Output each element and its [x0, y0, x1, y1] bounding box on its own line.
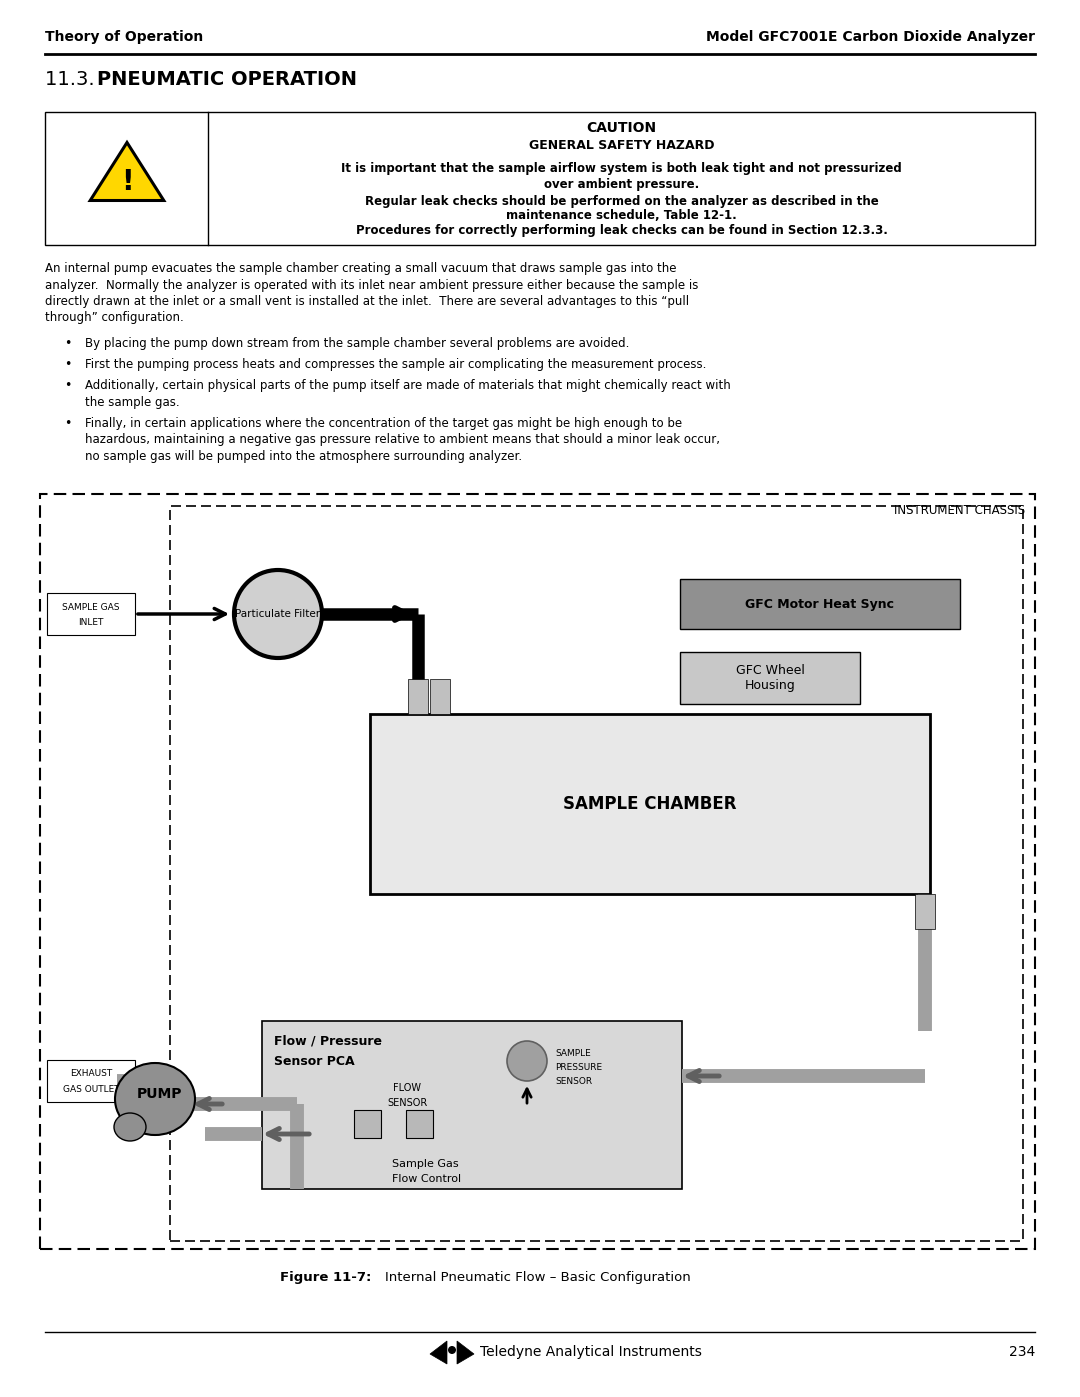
Polygon shape	[91, 142, 164, 201]
Polygon shape	[406, 1111, 433, 1139]
Text: analyzer.  Normally the analyzer is operated with its inlet near ambient pressur: analyzer. Normally the analyzer is opera…	[45, 278, 699, 292]
Text: An internal pump evacuates the sample chamber creating a small vacuum that draws: An internal pump evacuates the sample ch…	[45, 263, 676, 275]
FancyBboxPatch shape	[40, 495, 1035, 1249]
Text: GFC Motor Heat Sync: GFC Motor Heat Sync	[745, 598, 894, 610]
Text: GENERAL SAFETY HAZARD: GENERAL SAFETY HAZARD	[529, 138, 714, 152]
Text: FLOW: FLOW	[393, 1083, 421, 1092]
Text: Regular leak checks should be performed on the analyzer as described in the: Regular leak checks should be performed …	[365, 196, 878, 208]
FancyBboxPatch shape	[430, 679, 450, 714]
Text: SENSOR: SENSOR	[555, 1077, 592, 1085]
Text: hazardous, maintaining a negative gas pressure relative to ambient means that sh: hazardous, maintaining a negative gas pr…	[85, 433, 720, 446]
FancyBboxPatch shape	[408, 679, 428, 714]
Text: •: •	[65, 379, 71, 393]
Text: EXHAUST: EXHAUST	[70, 1070, 112, 1078]
Ellipse shape	[114, 1113, 146, 1141]
Text: SAMPLE: SAMPLE	[555, 1049, 591, 1058]
Circle shape	[507, 1041, 546, 1081]
Text: Theory of Operation: Theory of Operation	[45, 29, 203, 43]
Text: Model GFC7001E Carbon Dioxide Analyzer: Model GFC7001E Carbon Dioxide Analyzer	[706, 29, 1035, 43]
Text: INLET: INLET	[79, 617, 104, 626]
Ellipse shape	[114, 1063, 195, 1134]
FancyBboxPatch shape	[48, 1060, 135, 1102]
Text: maintenance schedule, Table 12-1.: maintenance schedule, Table 12-1.	[507, 210, 737, 222]
Text: SAMPLE GAS: SAMPLE GAS	[63, 602, 120, 612]
Text: !: !	[121, 168, 133, 196]
Text: It is important that the sample airflow system is both leak tight and not pressu: It is important that the sample airflow …	[341, 162, 902, 175]
Text: Internal Pneumatic Flow – Basic Configuration: Internal Pneumatic Flow – Basic Configur…	[368, 1271, 691, 1284]
Text: PUMP: PUMP	[137, 1087, 183, 1101]
Text: directly drawn at the inlet or a small vent is installed at the inlet.  There ar: directly drawn at the inlet or a small v…	[45, 295, 689, 307]
Polygon shape	[430, 1341, 447, 1363]
Text: PNEUMATIC OPERATION: PNEUMATIC OPERATION	[97, 70, 357, 88]
Text: 11.3.: 11.3.	[45, 70, 100, 88]
Text: Figure 11-7:: Figure 11-7:	[280, 1271, 372, 1284]
Text: Finally, in certain applications where the concentration of the target gas might: Finally, in certain applications where t…	[85, 416, 683, 429]
FancyBboxPatch shape	[262, 1021, 681, 1189]
Text: the sample gas.: the sample gas.	[85, 395, 179, 408]
Text: Flow / Pressure: Flow / Pressure	[274, 1035, 382, 1048]
Text: SAMPLE CHAMBER: SAMPLE CHAMBER	[564, 795, 737, 813]
Text: Teledyne Analytical Instruments: Teledyne Analytical Instruments	[480, 1345, 702, 1359]
Text: through” configuration.: through” configuration.	[45, 312, 184, 324]
FancyBboxPatch shape	[45, 112, 1035, 244]
Text: •: •	[65, 416, 71, 429]
Text: •: •	[65, 358, 71, 372]
Text: no sample gas will be pumped into the atmosphere surrounding analyzer.: no sample gas will be pumped into the at…	[85, 450, 522, 462]
Text: INSTRUMENT CHASSIS: INSTRUMENT CHASSIS	[894, 504, 1025, 517]
Text: over ambient pressure.: over ambient pressure.	[544, 177, 699, 191]
FancyBboxPatch shape	[680, 652, 860, 704]
Text: PRESSURE: PRESSURE	[555, 1063, 603, 1071]
FancyBboxPatch shape	[915, 894, 935, 929]
FancyBboxPatch shape	[680, 578, 960, 629]
FancyBboxPatch shape	[48, 592, 135, 636]
Circle shape	[234, 570, 322, 658]
Text: CAUTION: CAUTION	[586, 122, 657, 136]
Text: By placing the pump down stream from the sample chamber several problems are avo: By placing the pump down stream from the…	[85, 337, 630, 351]
Text: •: •	[65, 337, 71, 351]
Polygon shape	[354, 1111, 381, 1139]
Text: First the pumping process heats and compresses the sample air complicating the m: First the pumping process heats and comp…	[85, 358, 706, 372]
Text: GAS OUTLET: GAS OUTLET	[63, 1084, 119, 1094]
Text: Sensor PCA: Sensor PCA	[274, 1055, 354, 1067]
Text: GFC Wheel
Housing: GFC Wheel Housing	[735, 664, 805, 692]
Text: Flow Control: Flow Control	[392, 1173, 461, 1185]
Text: 234: 234	[1009, 1345, 1035, 1359]
Text: Additionally, certain physical parts of the pump itself are made of materials th: Additionally, certain physical parts of …	[85, 379, 731, 393]
Circle shape	[448, 1345, 456, 1354]
Polygon shape	[457, 1341, 474, 1363]
Text: Procedures for correctly performing leak checks can be found in Section 12.3.3.: Procedures for correctly performing leak…	[355, 224, 888, 237]
Text: Particulate Filter: Particulate Filter	[235, 609, 321, 619]
FancyBboxPatch shape	[370, 714, 930, 894]
Text: SENSOR: SENSOR	[387, 1098, 427, 1108]
Text: Sample Gas: Sample Gas	[392, 1160, 459, 1169]
